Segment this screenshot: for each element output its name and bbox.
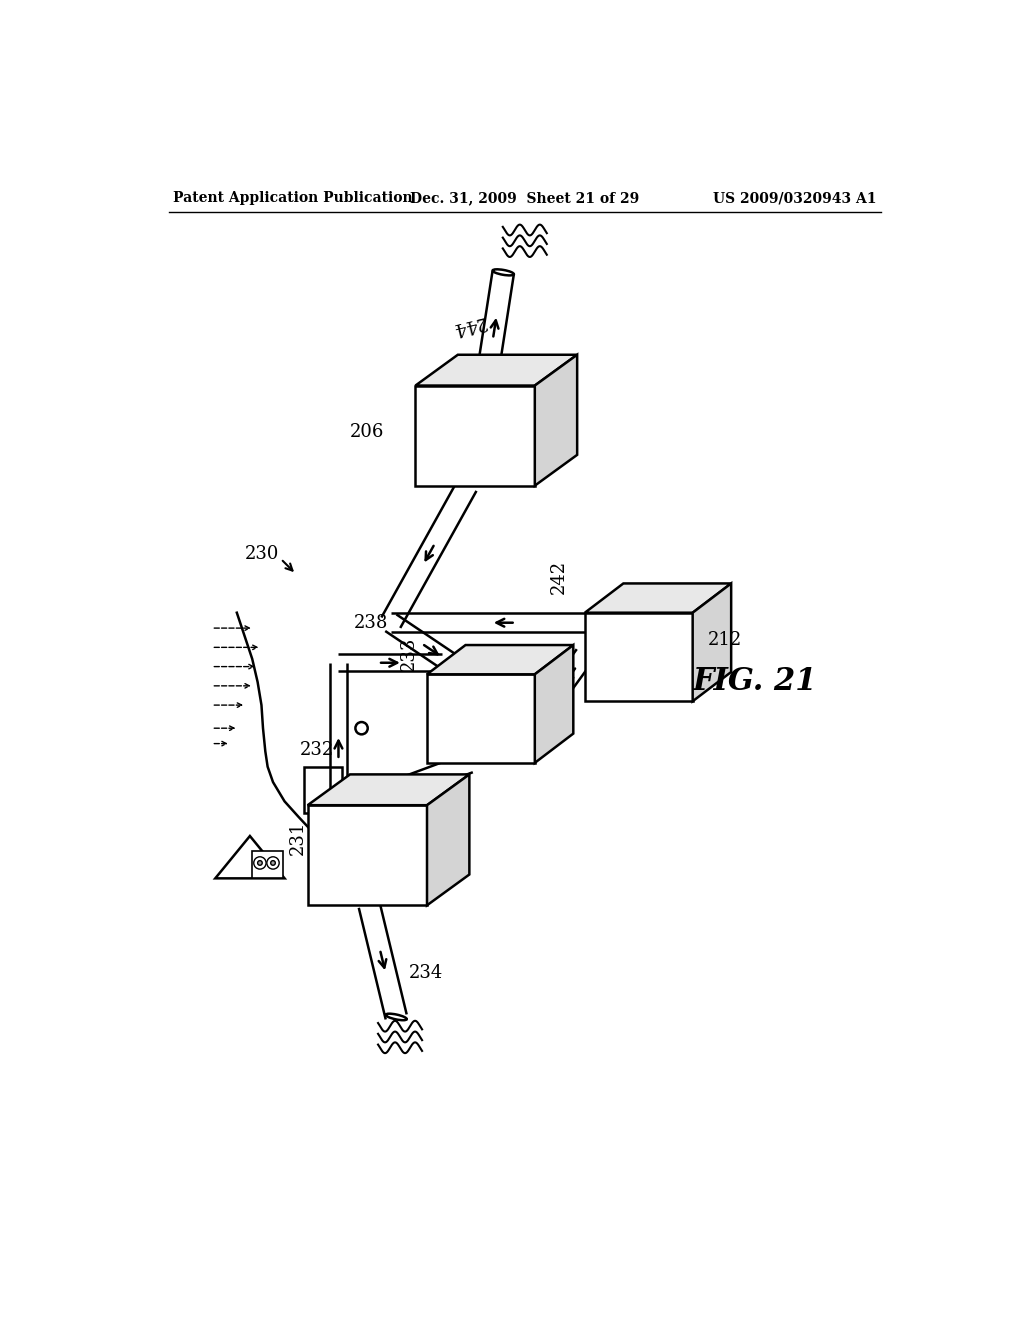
Polygon shape [535,355,578,486]
Polygon shape [304,767,342,813]
Text: 231: 231 [289,821,306,855]
Circle shape [270,861,275,866]
Text: US 2009/0320943 A1: US 2009/0320943 A1 [713,191,877,206]
Text: 212: 212 [708,631,742,648]
Text: Dec. 31, 2009  Sheet 21 of 29: Dec. 31, 2009 Sheet 21 of 29 [411,191,639,206]
Polygon shape [416,385,535,486]
Text: FIG. 21: FIG. 21 [692,667,817,697]
Polygon shape [427,675,535,763]
Polygon shape [215,836,285,878]
Text: 234: 234 [410,965,443,982]
Text: 230: 230 [245,545,279,562]
Polygon shape [535,645,573,763]
Text: 238: 238 [354,614,388,632]
Polygon shape [427,645,573,675]
Polygon shape [427,775,469,906]
Polygon shape [585,583,731,612]
Text: 240: 240 [535,684,569,701]
Circle shape [267,857,280,869]
Polygon shape [252,851,283,878]
Polygon shape [416,355,578,385]
Ellipse shape [493,269,514,276]
Text: Patent Application Publication: Patent Application Publication [173,191,413,206]
Circle shape [258,861,262,866]
Polygon shape [307,775,469,805]
Text: 206: 206 [350,422,385,441]
Polygon shape [307,805,427,906]
Text: 233: 233 [400,636,418,671]
Text: 242: 242 [550,560,568,594]
Circle shape [355,722,368,734]
Text: 236: 236 [419,771,437,805]
Text: 232: 232 [300,741,334,759]
Ellipse shape [386,1014,407,1020]
Polygon shape [585,612,692,701]
Text: 244: 244 [451,313,487,338]
Circle shape [254,857,266,869]
Polygon shape [692,583,731,701]
